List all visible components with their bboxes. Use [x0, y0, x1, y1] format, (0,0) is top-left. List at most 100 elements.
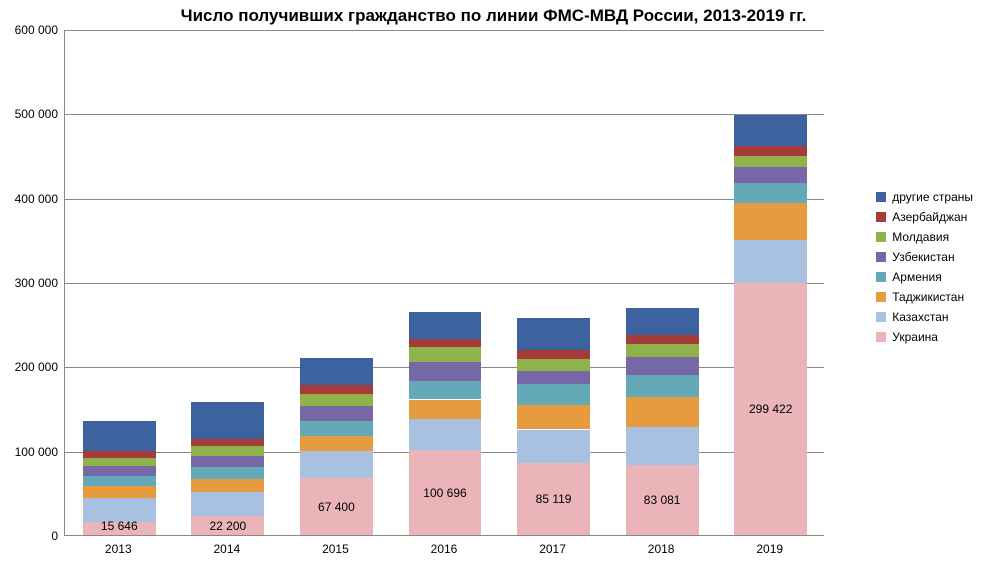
bar-segment-tajikistan	[517, 405, 590, 429]
bar-segment-azerbaijan	[734, 146, 807, 156]
legend-label: Казахстан	[892, 310, 948, 324]
bar-segment-other	[517, 318, 590, 350]
bar-segment-uzbekistan	[517, 371, 590, 384]
bar-segment-tajikistan	[734, 203, 807, 240]
legend-swatch	[876, 272, 886, 282]
x-tick-label: 2019	[756, 542, 783, 556]
bar-segment-moldova	[300, 394, 373, 406]
legend: другие страны Азербайджан Молдавия Узбекист…	[876, 190, 973, 350]
bar-segment-tajikistan	[626, 397, 699, 427]
bar-segment-kazakhstan	[734, 240, 807, 282]
plot-area: 15 646 22 200 67 400 100 696 85 119 83 081 299…	[64, 30, 824, 536]
x-tick-label: 2016	[431, 542, 458, 556]
bar-segment-other	[734, 115, 807, 146]
bar-value-label: 85 119	[536, 492, 572, 506]
legend-swatch	[876, 192, 886, 202]
bar-value-label: 22 200	[209, 519, 246, 533]
bar-segment-armenia	[626, 375, 699, 398]
bar-segment-azerbaijan	[517, 350, 590, 358]
legend-item-ukraine: Украина	[876, 330, 973, 344]
bar-segment-uzbekistan	[83, 466, 156, 476]
bar-segment-kazakhstan	[409, 419, 482, 450]
legend-item-other: другие страны	[876, 190, 973, 204]
bar-segment-tajikistan	[191, 479, 264, 492]
bar-segment-tajikistan	[300, 436, 373, 451]
grid-line	[65, 30, 824, 31]
bar-segment-other	[300, 358, 373, 385]
y-tick-label: 500 000	[0, 107, 58, 121]
legend-label: другие страны	[892, 190, 973, 204]
bar-segment-other	[626, 308, 699, 335]
x-tick-label: 2013	[105, 542, 132, 556]
bar-segment-tajikistan	[409, 400, 482, 419]
legend-label: Азербайджан	[892, 210, 967, 224]
bar-segment-kazakhstan	[626, 427, 699, 465]
legend-swatch	[876, 292, 886, 302]
bar-segment-moldova	[734, 156, 807, 167]
legend-label: Таджикистан	[892, 290, 964, 304]
y-tick-label: 400 000	[0, 192, 58, 206]
legend-swatch	[876, 312, 886, 322]
bar-segment-moldova	[191, 446, 264, 455]
bar-segment-moldova	[83, 458, 156, 466]
x-tick-label: 2018	[648, 542, 675, 556]
grid-line	[65, 114, 824, 115]
legend-item-moldova: Молдавия	[876, 230, 973, 244]
x-tick-label: 2014	[213, 542, 240, 556]
legend-item-uzbekistan: Узбекистан	[876, 250, 973, 264]
bar-value-label: 15 646	[101, 519, 138, 533]
bar-segment-uzbekistan	[626, 357, 699, 375]
chart-container: Число получивших гражданство по линии ФМ…	[0, 0, 987, 568]
bar-segment-other	[191, 402, 264, 438]
y-tick-label: 300 000	[0, 276, 58, 290]
bar-segment-moldova	[409, 347, 482, 361]
legend-label: Молдавия	[892, 230, 949, 244]
bar-segment-uzbekistan	[734, 167, 807, 183]
chart-title: Число получивших гражданство по линии ФМ…	[0, 6, 987, 26]
bar-segment-azerbaijan	[191, 439, 264, 447]
bar-value-label: 83 081	[644, 493, 681, 507]
bar-value-label: 67 400	[318, 500, 355, 514]
bar-value-label: 299 422	[749, 402, 792, 416]
bar-segment-uzbekistan	[300, 406, 373, 421]
bar-segment-other	[83, 421, 156, 451]
bar-value-label: 100 696	[423, 486, 466, 500]
legend-swatch	[876, 332, 886, 342]
legend-item-kazakhstan: Казахстан	[876, 310, 973, 324]
grid-line	[65, 283, 824, 284]
bar-segment-other	[409, 312, 482, 339]
bar-segment-azerbaijan	[409, 339, 482, 347]
bar-segment-moldova	[626, 344, 699, 357]
bar-segment-tajikistan	[83, 486, 156, 498]
y-tick-label: 0	[0, 529, 58, 543]
grid-line	[65, 199, 824, 200]
bar-segment-azerbaijan	[83, 451, 156, 458]
bar-segment-uzbekistan	[191, 456, 264, 468]
y-tick-label: 200 000	[0, 360, 58, 374]
bar-segment-armenia	[734, 183, 807, 203]
legend-item-armenia: Армения	[876, 270, 973, 284]
bar-segment-uzbekistan	[409, 362, 482, 381]
x-tick-label: 2017	[539, 542, 566, 556]
bar-segment-kazakhstan	[300, 451, 373, 478]
bar-segment-armenia	[409, 381, 482, 400]
legend-label: Армения	[892, 270, 941, 284]
legend-swatch	[876, 252, 886, 262]
bar-segment-armenia	[300, 421, 373, 436]
y-tick-label: 100 000	[0, 445, 58, 459]
legend-label: Узбекистан	[892, 250, 954, 264]
bar-segment-armenia	[517, 384, 590, 405]
legend-label: Украина	[892, 330, 938, 344]
bar-segment-armenia	[191, 467, 264, 479]
legend-swatch	[876, 212, 886, 222]
bar-segment-moldova	[517, 359, 590, 372]
legend-item-tajikistan: Таджикистан	[876, 290, 973, 304]
bar-segment-armenia	[83, 476, 156, 486]
bar-segment-kazakhstan	[517, 430, 590, 464]
bar-segment-azerbaijan	[626, 335, 699, 343]
bar-segment-kazakhstan	[191, 492, 264, 516]
bar-segment-azerbaijan	[300, 385, 373, 393]
legend-item-azerbaijan: Азербайджан	[876, 210, 973, 224]
y-tick-label: 600 000	[0, 23, 58, 37]
legend-swatch	[876, 232, 886, 242]
